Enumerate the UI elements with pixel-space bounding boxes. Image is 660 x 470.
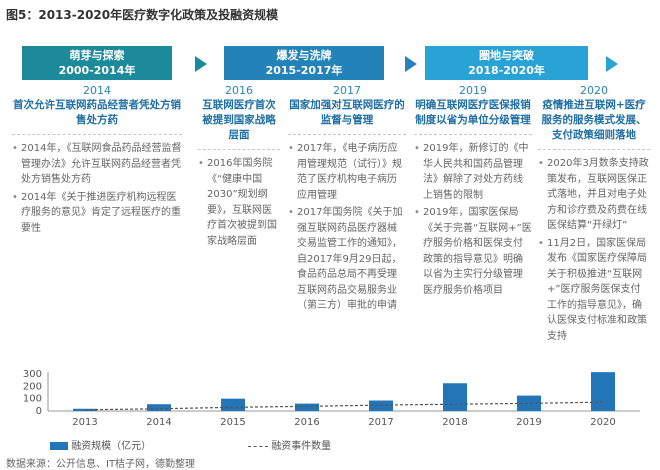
policy-heading: 明确互联网医疗医保报销制度以省为单位分级管理	[415, 99, 531, 126]
policy-bullet: 2014年《关于推进医疗机构远程医疗服务的意见》肯定了远程医疗的重要性	[12, 190, 182, 237]
x-tick-label: 2016	[294, 417, 319, 428]
policy-year: 2016	[225, 84, 253, 97]
policy-column-2017: 2017 国家加强对互联网医疗的监督与管理 2017年，《电子病历应用管理规范（…	[288, 84, 406, 316]
legend-line-label: 融资事件数量	[271, 441, 332, 452]
phase-period: 2015-2017年	[265, 64, 343, 77]
bar	[295, 403, 319, 411]
policy-year: 2020	[580, 84, 608, 97]
x-tick-label: 2020	[590, 417, 615, 428]
policy-bullet: 2014年，《互联网食品药品经营监督管理办法》允许互联网药品经营者凭处方销售处方…	[12, 141, 182, 188]
phase-name: 爆发与洗牌	[276, 49, 332, 62]
policy-heading: 国家加强对互联网医疗的监督与管理	[289, 99, 405, 126]
arrow-right-icon	[195, 56, 207, 72]
phase-banner-3: 圈地与突破 2018-2020年	[425, 46, 588, 80]
arrow-right-icon	[405, 56, 417, 72]
phase-period: 2000-2014年	[58, 64, 136, 77]
policy-bullet: 2017年国务院《关于加强互联网药品医疗器械交易监管工作的通知》，自2017年9…	[288, 205, 406, 314]
x-tick-label: 2014	[146, 417, 171, 428]
arrow-right-icon	[606, 56, 618, 72]
legend-bar-label: 融资规模（亿元）	[71, 441, 152, 452]
policy-bullet: 2016年国务院《“健康中国2030”规划纲要》，互联网医疗首次被提到国家战略层…	[198, 156, 280, 249]
bar	[369, 400, 393, 411]
x-tick-label: 2017	[368, 417, 393, 428]
legend-line-swatch	[248, 445, 268, 447]
bar	[147, 404, 171, 411]
policy-bullet: 2019年，国家医保局《关于完善“互联网+”医疗服务价格和医保支付政策的指导意见…	[414, 205, 532, 298]
policy-year: 2019	[459, 84, 487, 97]
phase-period: 2018-2020年	[468, 64, 545, 77]
policy-year: 2014	[83, 84, 111, 97]
bar	[591, 372, 615, 411]
policy-heading: 首次允许互联网药品经营者凭处方销售处方药	[13, 99, 181, 126]
policy-bullet: 2019年，新修订的《中华人民共和国药品管理法》解除了对处方药线上销售的限制	[414, 141, 532, 203]
bar	[73, 408, 97, 411]
policy-column-2016: 2016 互联网医疗首次被提到国家战略层面 2016年国务院《“健康中国2030…	[198, 84, 280, 251]
policy-column-2019: 2019 明确互联网医疗医保报销制度以省为单位分级管理 2019年，新修订的《中…	[414, 84, 532, 300]
policy-column-2020: 2020 疫情推进互联网+医疗服务的服务模式发展、支付政策细则落地 2020年3…	[538, 84, 650, 346]
series-line	[84, 401, 604, 411]
y-tick-label: 300	[23, 369, 42, 380]
x-tick-label: 2019	[516, 417, 541, 428]
policy-bullet: 11月2日，国家医保局发布《国家医疗保障局关于积极推进“互联网+”医疗服务医保支…	[538, 236, 650, 345]
policy-column-2014: 2014 首次允许互联网药品经营者凭处方销售处方药 2014年，《互联网食品药品…	[12, 84, 182, 238]
legend-line: 融资事件数量	[248, 437, 331, 452]
y-tick-label: 200	[23, 381, 42, 392]
phase-name: 萌芽与探索	[69, 49, 125, 62]
bar	[443, 383, 467, 411]
legend-bar-swatch	[50, 442, 68, 450]
phase-banner-2: 爆发与洗牌 2015-2017年	[224, 46, 384, 80]
bar	[517, 395, 541, 411]
y-tick-label: 0	[36, 406, 42, 417]
x-tick-label: 2015	[220, 417, 245, 428]
policy-heading: 疫情推进互联网+医疗服务的服务模式发展、支付政策细则落地	[541, 99, 647, 141]
figure-title: 图5：2013-2020年医疗数字化政策及投融资规模	[6, 8, 279, 22]
policy-year: 2017	[333, 84, 361, 97]
policy-heading: 互联网医疗首次被提到国家战略层面	[202, 99, 276, 141]
y-tick-label: 100	[23, 394, 42, 405]
x-tick-label: 2013	[72, 417, 97, 428]
source-note: 数据来源：公开信息、IT桔子网，德勤整理	[6, 459, 196, 470]
phase-name: 圈地与突破	[479, 49, 534, 62]
x-tick-label: 2018	[442, 417, 467, 428]
policy-bullet: 2017年，《电子病历应用管理规范（试行）》规范了医疗机构电子病历应用管理	[288, 141, 406, 203]
bar	[221, 398, 245, 411]
phase-banner-1: 萌芽与探索 2000-2014年	[22, 46, 172, 80]
legend-bar: 融资规模（亿元）	[50, 437, 151, 452]
policy-bullet: 2020年3月数条支持政策发布，互联网医保正式落地，并且对电子处方和诊疗费及药费…	[538, 156, 650, 234]
